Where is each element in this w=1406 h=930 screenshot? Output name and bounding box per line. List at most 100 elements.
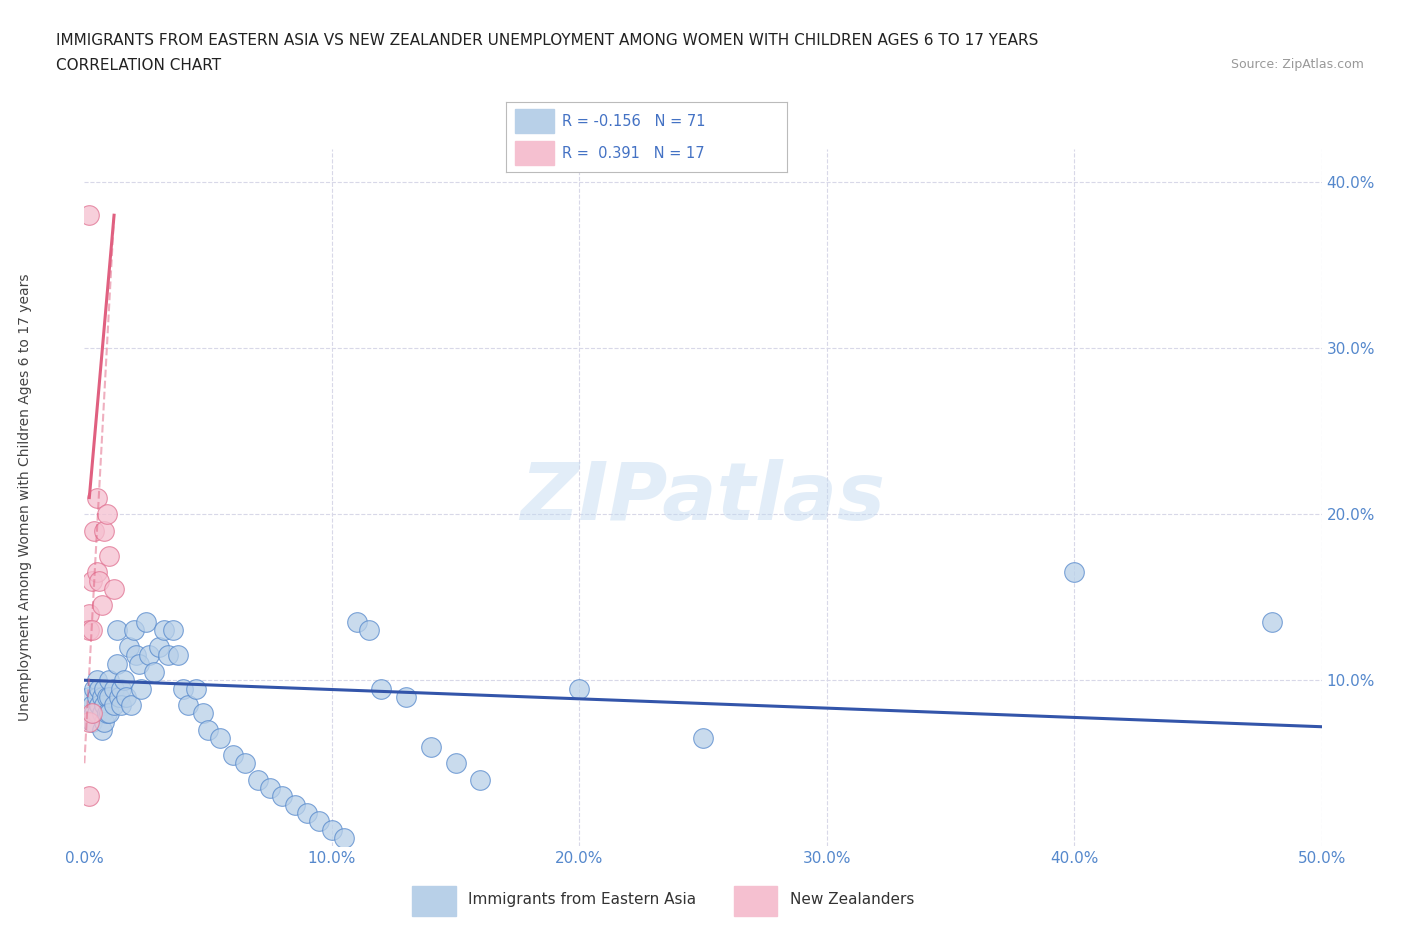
Point	[167, 648, 190, 663]
Point	[98, 549, 121, 564]
Point	[90, 598, 112, 613]
Point	[89, 681, 111, 696]
Point	[118, 640, 141, 655]
Point	[90, 723, 112, 737]
Point	[80, 573, 103, 588]
Point	[96, 507, 118, 522]
Point	[86, 689, 108, 704]
Point	[209, 731, 232, 746]
Point	[79, 789, 101, 804]
Text: New Zealanders: New Zealanders	[790, 892, 914, 908]
Point	[83, 524, 105, 538]
Text: R = -0.156   N = 71: R = -0.156 N = 71	[562, 113, 706, 128]
Point	[108, 689, 131, 704]
Point	[157, 648, 180, 663]
Point	[321, 822, 343, 837]
Point	[115, 689, 138, 704]
Point	[90, 706, 112, 721]
Point	[308, 814, 330, 829]
Point	[105, 657, 128, 671]
Point	[86, 706, 108, 721]
Point	[197, 723, 219, 737]
Point	[89, 698, 111, 712]
Point	[80, 623, 103, 638]
Point	[86, 672, 108, 687]
Text: Source: ZipAtlas.com: Source: ZipAtlas.com	[1230, 58, 1364, 71]
Bar	[515, 110, 554, 133]
Point	[128, 657, 150, 671]
Point	[112, 672, 135, 687]
Point	[79, 714, 101, 729]
Point	[98, 706, 121, 721]
Text: Immigrants from Eastern Asia: Immigrants from Eastern Asia	[468, 892, 696, 908]
Point	[692, 731, 714, 746]
Point	[79, 606, 101, 621]
Point	[184, 681, 207, 696]
Point	[93, 698, 115, 712]
Point	[105, 623, 128, 638]
Bar	[734, 886, 778, 916]
Point	[444, 756, 467, 771]
Point	[142, 665, 165, 680]
Point	[79, 623, 101, 638]
Point	[177, 698, 200, 712]
Point	[1063, 565, 1085, 579]
Point	[284, 797, 307, 812]
Point	[93, 714, 115, 729]
Text: IMMIGRANTS FROM EASTERN ASIA VS NEW ZEALANDER UNEMPLOYMENT AMONG WOMEN WITH CHIL: IMMIGRANTS FROM EASTERN ASIA VS NEW ZEAL…	[56, 33, 1039, 47]
Point	[79, 689, 101, 704]
Point	[90, 689, 112, 704]
Point	[419, 739, 441, 754]
Point	[259, 781, 281, 796]
Point	[129, 681, 152, 696]
Point	[222, 748, 245, 763]
Point	[135, 615, 157, 630]
Point	[96, 689, 118, 704]
Text: Unemployment Among Women with Children Ages 6 to 17 years: Unemployment Among Women with Children A…	[18, 273, 32, 722]
Point	[152, 623, 174, 638]
Point	[333, 830, 356, 845]
Point	[233, 756, 256, 771]
Point	[120, 698, 142, 712]
Point	[1261, 615, 1284, 630]
Point	[138, 648, 160, 663]
Point	[370, 681, 392, 696]
Point	[86, 565, 108, 579]
Point	[162, 623, 184, 638]
Point	[148, 640, 170, 655]
Point	[98, 672, 121, 687]
Bar	[515, 141, 554, 166]
Point	[568, 681, 591, 696]
Point	[80, 698, 103, 712]
Text: CORRELATION CHART: CORRELATION CHART	[56, 58, 221, 73]
Point	[96, 706, 118, 721]
Point	[122, 623, 145, 638]
Point	[470, 773, 492, 788]
Point	[246, 773, 269, 788]
Point	[93, 681, 115, 696]
Point	[271, 789, 294, 804]
Point	[110, 681, 132, 696]
Point	[110, 698, 132, 712]
Point	[103, 681, 125, 696]
Text: R =  0.391   N = 17: R = 0.391 N = 17	[562, 146, 704, 161]
Point	[172, 681, 194, 696]
Point	[80, 714, 103, 729]
Point	[103, 698, 125, 712]
Point	[395, 689, 418, 704]
Point	[83, 681, 105, 696]
Point	[357, 623, 380, 638]
Point	[79, 207, 101, 222]
Bar	[412, 886, 456, 916]
Point	[86, 490, 108, 505]
Point	[295, 805, 318, 820]
Point	[103, 581, 125, 596]
Text: ZIPatlas: ZIPatlas	[520, 458, 886, 537]
Point	[89, 573, 111, 588]
Point	[83, 706, 105, 721]
Point	[191, 706, 214, 721]
Point	[125, 648, 148, 663]
Point	[346, 615, 368, 630]
Point	[80, 706, 103, 721]
Point	[93, 524, 115, 538]
